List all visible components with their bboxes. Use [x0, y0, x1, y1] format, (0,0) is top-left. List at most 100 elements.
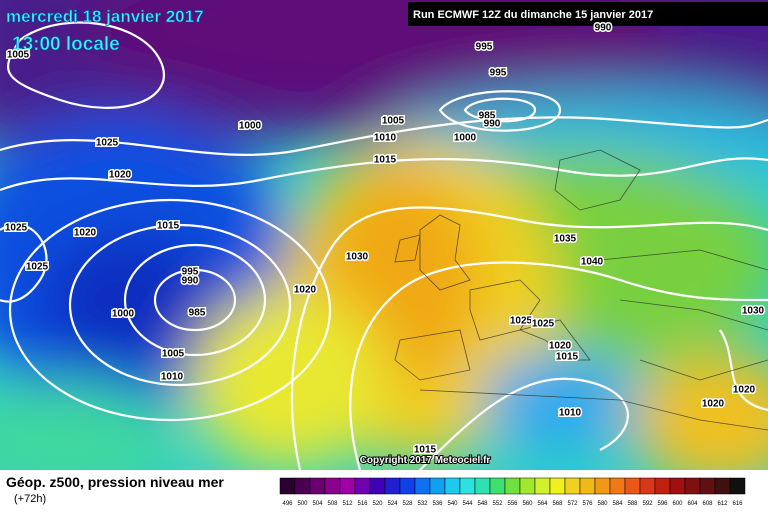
isobar-label: 990	[484, 119, 501, 130]
isobar-label: 1020	[733, 385, 756, 396]
isobar-label: 1015	[374, 155, 397, 166]
scale-label: 616	[732, 501, 743, 507]
scale-label: 556	[507, 501, 518, 507]
scale-swatch	[549, 477, 566, 495]
forecast-date: mercredi 18 janvier 2017	[6, 7, 204, 26]
scale-label: 508	[327, 501, 338, 507]
isobar-label: 1020	[109, 170, 132, 181]
scale-label: 600	[672, 501, 683, 507]
isobar-label: 1025	[96, 138, 119, 149]
scale-label: 588	[627, 501, 638, 507]
scale-swatch	[684, 477, 701, 495]
scale-swatch	[654, 477, 671, 495]
isobar-label: 1025	[26, 262, 49, 273]
scale-swatch	[279, 477, 296, 495]
isobar-label: 1030	[346, 252, 369, 263]
scale-swatch	[309, 477, 326, 495]
isobar-label: 1000	[112, 309, 135, 320]
isobar-label: 1005	[7, 50, 30, 61]
copyright: Copyright 2017 Meteociel.fr	[360, 455, 491, 466]
isobar-label: 1020	[294, 285, 317, 296]
scale-swatch	[414, 477, 431, 495]
isobar-label: 990	[595, 23, 612, 34]
scale-swatch	[579, 477, 596, 495]
isobar-label: 1025	[5, 223, 28, 234]
scale-swatch	[369, 477, 386, 495]
isobar-label: 995	[490, 68, 507, 79]
scale-label: 596	[657, 501, 668, 507]
isobar-label: 1040	[581, 257, 604, 268]
scale-swatch	[474, 477, 491, 495]
scale-label: 516	[357, 501, 368, 507]
scale-label: 568	[552, 501, 563, 507]
scale-swatch	[594, 477, 611, 495]
scale-swatch	[669, 477, 686, 495]
scale-label: 504	[312, 501, 323, 507]
isobar-label: 1035	[554, 234, 577, 245]
scale-swatch	[459, 477, 476, 495]
scale-label: 528	[402, 501, 413, 507]
scale-swatch	[444, 477, 461, 495]
scale-swatch	[399, 477, 416, 495]
isobar-label: 1030	[742, 306, 765, 317]
scale-swatch	[714, 477, 731, 495]
run-box	[408, 2, 768, 26]
scale-label: 548	[477, 501, 488, 507]
scale-swatch	[429, 477, 446, 495]
isobar-label: 1015	[414, 445, 437, 456]
scale-label: 564	[537, 501, 548, 507]
scale-swatch	[729, 477, 746, 495]
scale-swatch	[639, 477, 656, 495]
lead-time: (+72h)	[14, 493, 46, 505]
scale-swatch	[354, 477, 371, 495]
isobar-label: 995	[476, 42, 493, 53]
scale-label: 592	[642, 501, 653, 507]
scale-label: 532	[417, 501, 428, 507]
isobar-label: 1025	[532, 319, 555, 330]
isobar-label: 1005	[382, 116, 405, 127]
scale-label: 576	[582, 501, 593, 507]
scale-label: 500	[297, 501, 308, 507]
scale-swatch	[699, 477, 716, 495]
scale-label: 520	[372, 501, 383, 507]
scale-swatch	[534, 477, 551, 495]
scale-swatch	[324, 477, 341, 495]
forecast-time: 13:00 locale	[12, 34, 120, 55]
scale-swatch	[504, 477, 521, 495]
run-info: Run ECMWF 12Z du dimanche 15 janvier 201…	[413, 9, 653, 21]
isobar-label: 1020	[549, 341, 572, 352]
isobar-label: 1005	[162, 349, 185, 360]
field	[0, 0, 768, 470]
scale-label: 552	[492, 501, 503, 507]
isobar-label: 995	[182, 267, 199, 278]
isobar-label: 1020	[702, 399, 725, 410]
scale-swatch	[609, 477, 626, 495]
isobar-label: 1010	[161, 372, 184, 383]
isobar-label: 1020	[74, 228, 97, 239]
isobar-label: 1010	[374, 133, 397, 144]
scale-label: 604	[687, 501, 698, 507]
scale-swatch	[384, 477, 401, 495]
isobar-label: 985	[479, 111, 496, 122]
scale-label: 496	[282, 501, 293, 507]
scale-label: 572	[567, 501, 578, 507]
isobar-label: 1010	[559, 408, 582, 419]
scale-label: 584	[612, 501, 623, 507]
scale-label: 536	[432, 501, 443, 507]
isobar-label: 990	[182, 276, 199, 287]
isobar-label: 985	[189, 308, 206, 319]
scale-label: 580	[597, 501, 608, 507]
scale-label: 560	[522, 501, 533, 507]
isobar-label: 1000	[239, 121, 262, 132]
legend-title: Géop. z500, pression niveau mer	[6, 474, 224, 490]
scale-label: 512	[342, 501, 353, 507]
scale-swatch	[624, 477, 641, 495]
scale-label: 524	[387, 501, 398, 507]
scale-swatch	[294, 477, 311, 495]
scale-label: 608	[702, 501, 713, 507]
scale-swatch	[564, 477, 581, 495]
scale-label: 540	[447, 501, 458, 507]
isobar-label: 1025	[510, 316, 533, 327]
isobar-label: 1015	[556, 352, 579, 363]
